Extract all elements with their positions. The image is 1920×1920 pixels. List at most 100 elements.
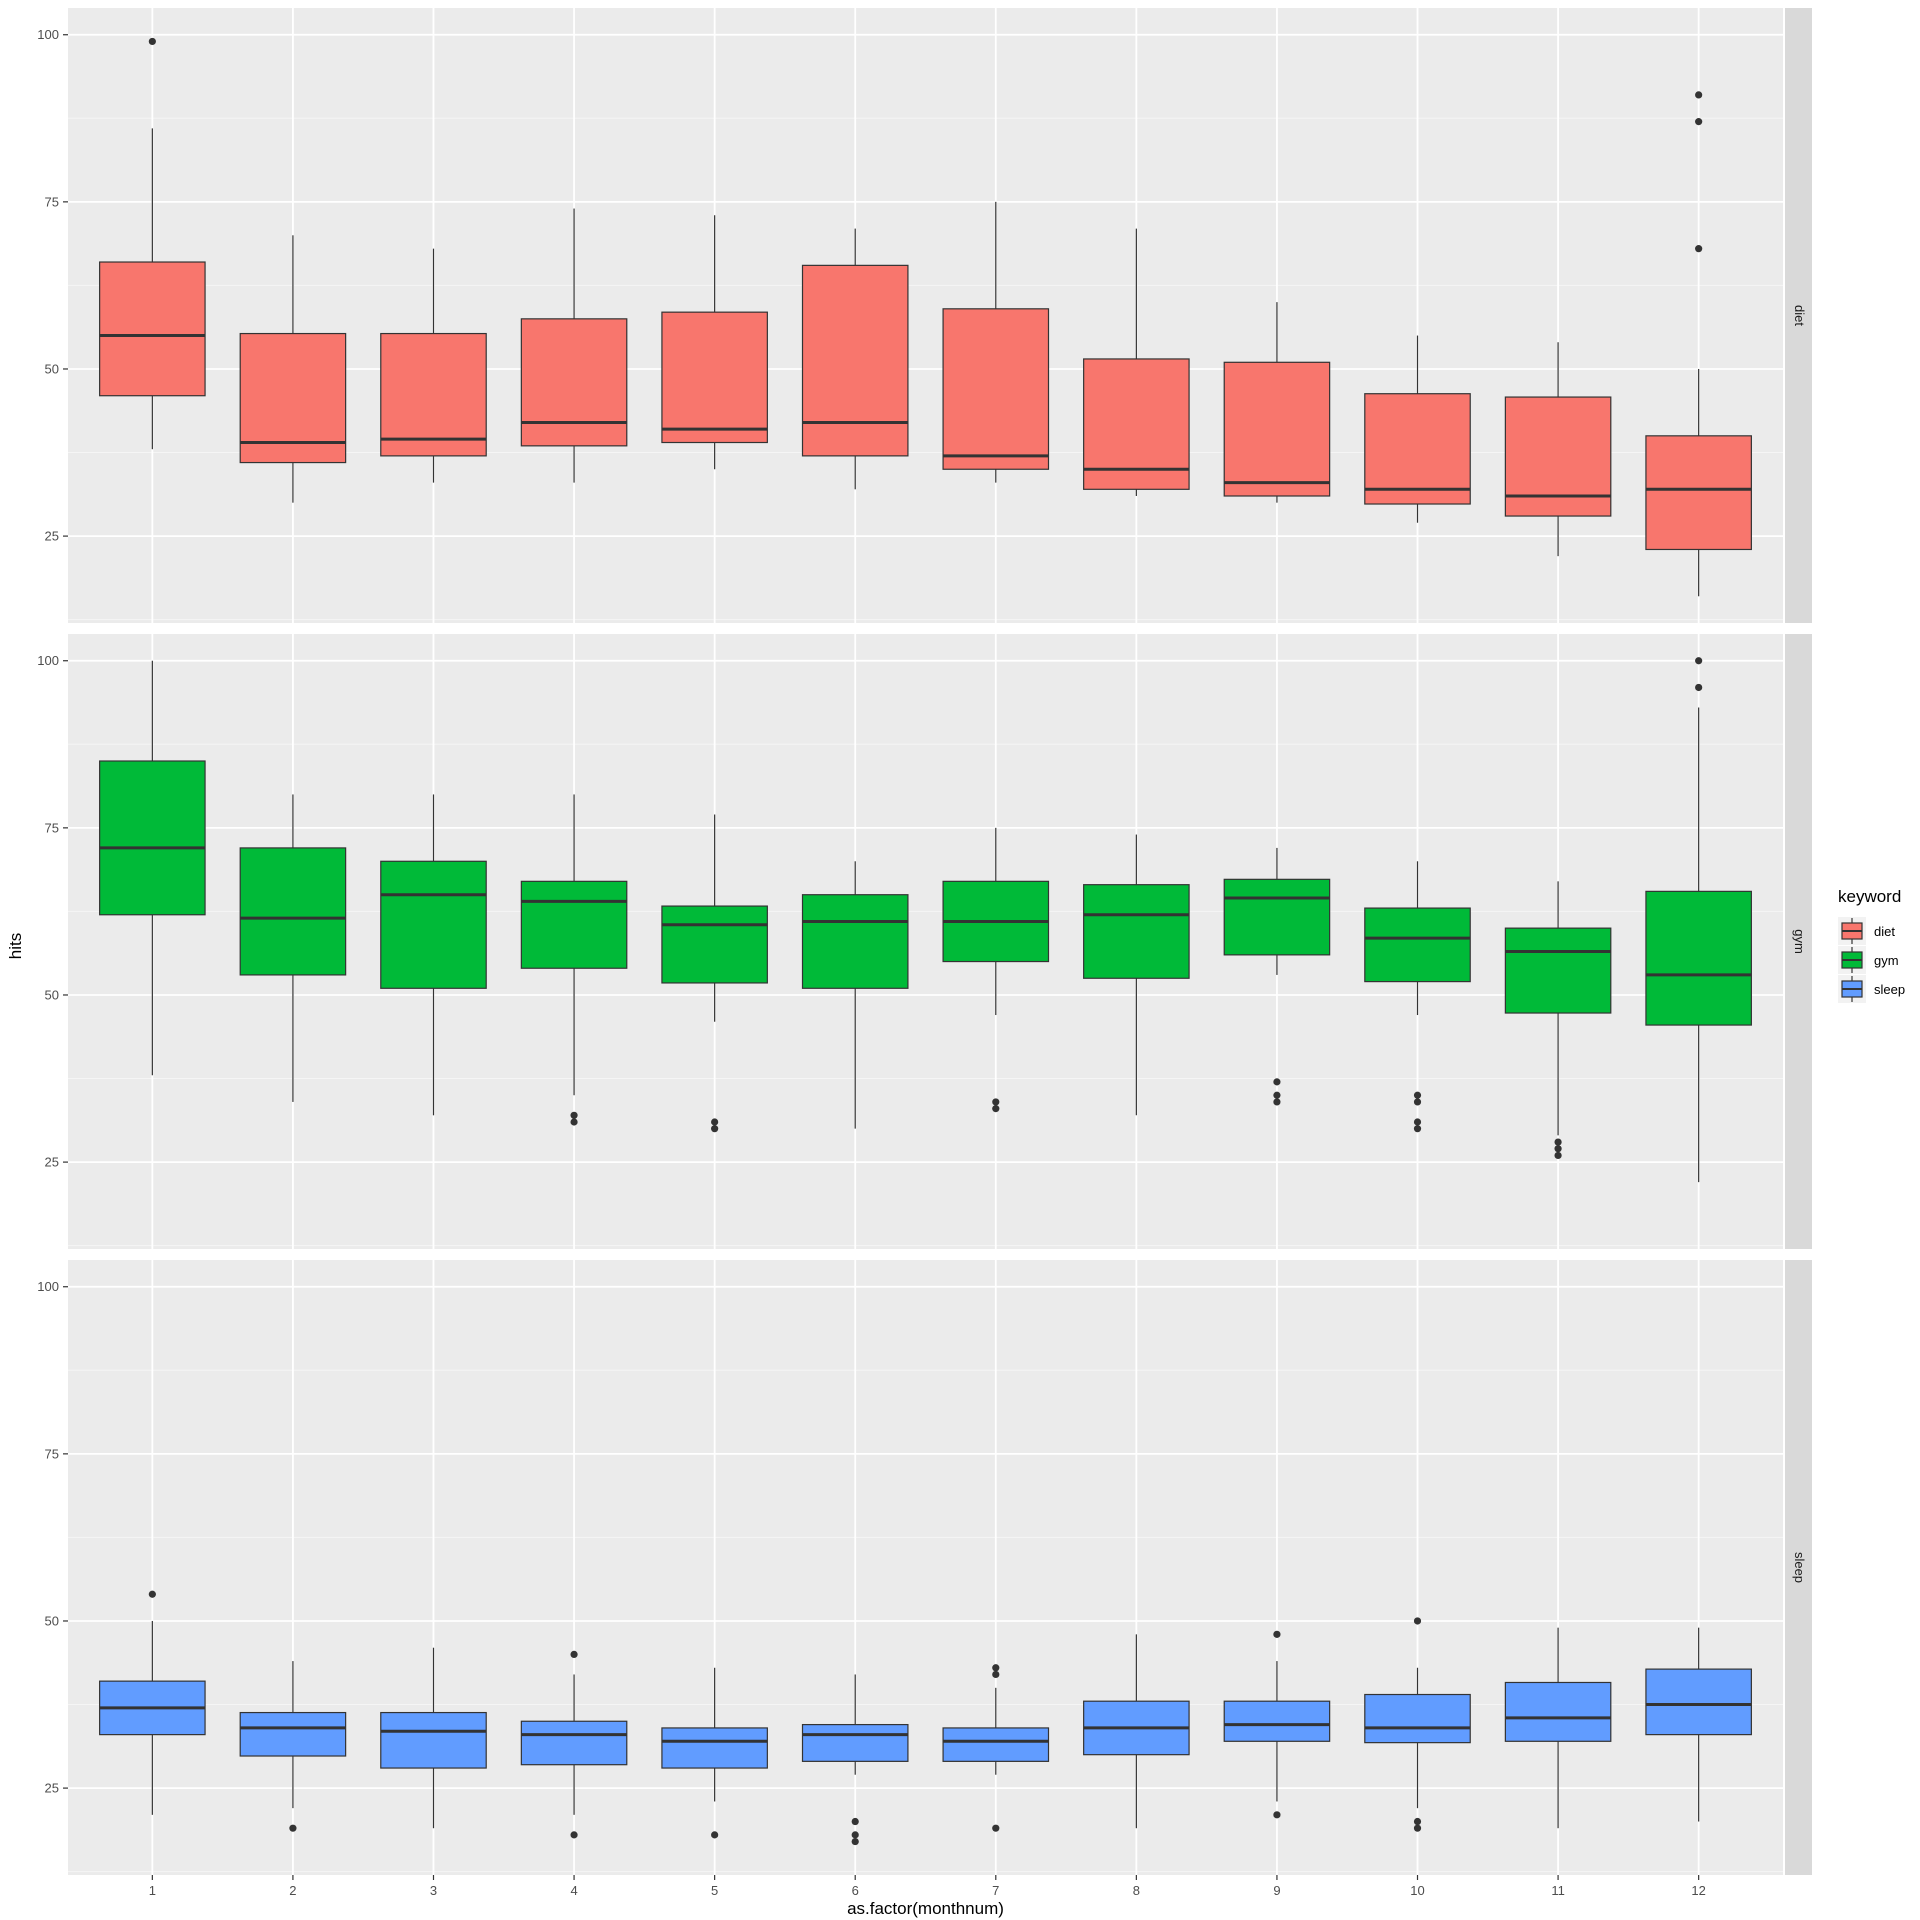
box-sleep-10: [1364, 1617, 1471, 1832]
box-sleep-7: [942, 1664, 1050, 1832]
box-iqr: [801, 894, 909, 989]
box-iqr: [520, 1720, 628, 1766]
box-gym-2: [239, 794, 347, 1102]
y-tick-label: 50: [45, 361, 59, 376]
outlier-point: [1413, 1125, 1422, 1133]
box-iqr: [1223, 1700, 1331, 1742]
box-iqr: [942, 308, 1050, 470]
box-diet-8: [1083, 228, 1190, 496]
outlier-point: [1273, 1078, 1281, 1086]
y-tick-label: 25: [45, 1781, 59, 1796]
x-tick-label: 10: [1410, 1883, 1424, 1898]
box-iqr: [99, 760, 206, 916]
facet-strip-label: gym: [1792, 929, 1807, 954]
box-iqr: [1083, 358, 1190, 490]
outlier-point: [1695, 118, 1703, 126]
outlier-point: [992, 1664, 1000, 1672]
box-iqr: [520, 880, 628, 969]
box-diet-11: [1504, 342, 1612, 557]
y-tick-label: 75: [45, 820, 59, 835]
outlier-point: [148, 37, 156, 46]
box-diet-6: [801, 228, 909, 490]
outlier-point: [1273, 1098, 1281, 1106]
facet-panel-sleep: 25 50 75 100 sleep: [37, 1260, 1812, 1875]
box-diet-2: [239, 235, 347, 503]
box-iqr: [239, 1711, 347, 1757]
box-iqr: [661, 905, 768, 984]
x-tick-label: 7: [992, 1883, 999, 1898]
box-iqr: [1364, 907, 1471, 983]
facet-panel-gym: 25 50 75 100 gym: [37, 634, 1812, 1249]
outlier-point: [1554, 1151, 1562, 1160]
outlier-point: [992, 1824, 1000, 1832]
outlier-point: [1695, 245, 1703, 253]
outlier-point: [570, 1118, 578, 1126]
box-iqr: [520, 318, 628, 447]
y-tick-label: 25: [45, 529, 59, 544]
outlier-point: [289, 1824, 297, 1832]
outlier-point: [1695, 91, 1703, 99]
box-iqr: [1645, 1668, 1752, 1736]
box-gym-10: [1364, 861, 1471, 1133]
box-sleep-9: [1223, 1630, 1331, 1819]
outlier-point: [992, 1105, 1000, 1113]
x-tick-label: 8: [1133, 1883, 1140, 1898]
box-iqr: [1645, 890, 1752, 1026]
x-tick-label: 9: [1273, 1883, 1280, 1898]
box-sleep-6: [801, 1674, 909, 1846]
x-tick-label: 11: [1551, 1883, 1565, 1898]
box-sleep-5: [661, 1667, 768, 1839]
y-tick-label: 100: [37, 1279, 59, 1294]
facet-strip-label: diet: [1792, 305, 1807, 326]
y-tick-label: 50: [45, 1613, 59, 1628]
box-iqr: [1504, 927, 1612, 1014]
legend-item-diet: diet: [1838, 917, 1895, 945]
legend-label: sleep: [1874, 982, 1905, 997]
outlier-point: [851, 1837, 859, 1846]
box-diet-9: [1223, 302, 1331, 503]
box-gym-1: [99, 660, 206, 1076]
panel-background: [68, 1260, 1783, 1875]
box-iqr: [99, 261, 206, 397]
outlier-point: [570, 1111, 578, 1119]
box-sleep-12: [1645, 1627, 1752, 1822]
box-gym-8: [1083, 834, 1190, 1116]
box-iqr: [380, 1711, 487, 1769]
facet-panel-diet: 25 50 75 100 diet: [37, 8, 1812, 623]
x-tick-label: 4: [570, 1883, 577, 1898]
x-tick-label: 5: [711, 1883, 718, 1898]
box-diet-7: [942, 201, 1050, 483]
box-iqr: [801, 1723, 909, 1762]
box-sleep-2: [239, 1661, 347, 1832]
y-tick-label: 25: [45, 1155, 59, 1170]
box-iqr: [239, 847, 347, 976]
outlier-point: [1273, 1811, 1281, 1819]
legend: keyword diet gym sleep: [1838, 887, 1905, 1003]
legend-label: gym: [1874, 953, 1899, 968]
x-axis-title: as.factor(monthnum): [847, 1899, 1004, 1918]
outlier-point: [1273, 1091, 1281, 1099]
outlier-point: [1413, 1118, 1422, 1126]
box-diet-3: [380, 248, 487, 483]
box-iqr: [661, 1727, 768, 1769]
box-iqr: [380, 332, 487, 457]
legend-item-sleep: sleep: [1838, 975, 1905, 1003]
outlier-point: [1554, 1138, 1562, 1146]
outlier-point: [711, 1125, 719, 1133]
x-tick-label: 6: [852, 1883, 859, 1898]
box-iqr: [1364, 393, 1471, 505]
y-tick-label: 100: [37, 27, 59, 42]
facet-panels: 25 50 75 100 diet 25 50 75 100 gym 25 50 75 100 sleep: [37, 8, 1812, 1875]
x-axis: 1 2 3 4 5 6 7 8 9 10 11 12: [149, 1875, 1706, 1898]
box-gym-11: [1504, 881, 1612, 1160]
box-sleep-3: [380, 1647, 487, 1829]
facet-strip: [1785, 8, 1812, 623]
box-iqr: [1504, 396, 1612, 517]
outlier-point: [992, 1670, 1000, 1679]
box-sleep-11: [1504, 1627, 1612, 1829]
outlier-point: [711, 1831, 719, 1839]
outlier-point: [711, 1118, 719, 1126]
box-sleep-8: [1083, 1634, 1190, 1829]
panel-background: [68, 8, 1783, 623]
x-tick-label: 1: [149, 1883, 156, 1898]
